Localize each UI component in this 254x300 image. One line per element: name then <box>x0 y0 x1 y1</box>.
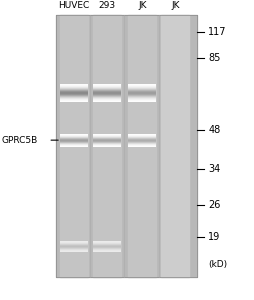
Bar <box>128 16 156 277</box>
Bar <box>161 16 189 277</box>
Text: 85: 85 <box>208 53 221 63</box>
Bar <box>56 16 197 277</box>
Text: 26: 26 <box>208 200 221 210</box>
Text: 117: 117 <box>208 27 227 37</box>
Text: 48: 48 <box>208 125 220 135</box>
Text: 19: 19 <box>208 232 220 242</box>
Bar <box>93 16 121 277</box>
Text: GPRC5B: GPRC5B <box>1 136 38 145</box>
Text: (kD): (kD) <box>208 260 227 269</box>
Text: HUVEC: HUVEC <box>58 1 89 10</box>
Bar <box>60 16 88 277</box>
Text: 293: 293 <box>98 1 115 10</box>
Text: JK: JK <box>138 1 147 10</box>
Text: 34: 34 <box>208 164 220 175</box>
Text: JK: JK <box>171 1 180 10</box>
